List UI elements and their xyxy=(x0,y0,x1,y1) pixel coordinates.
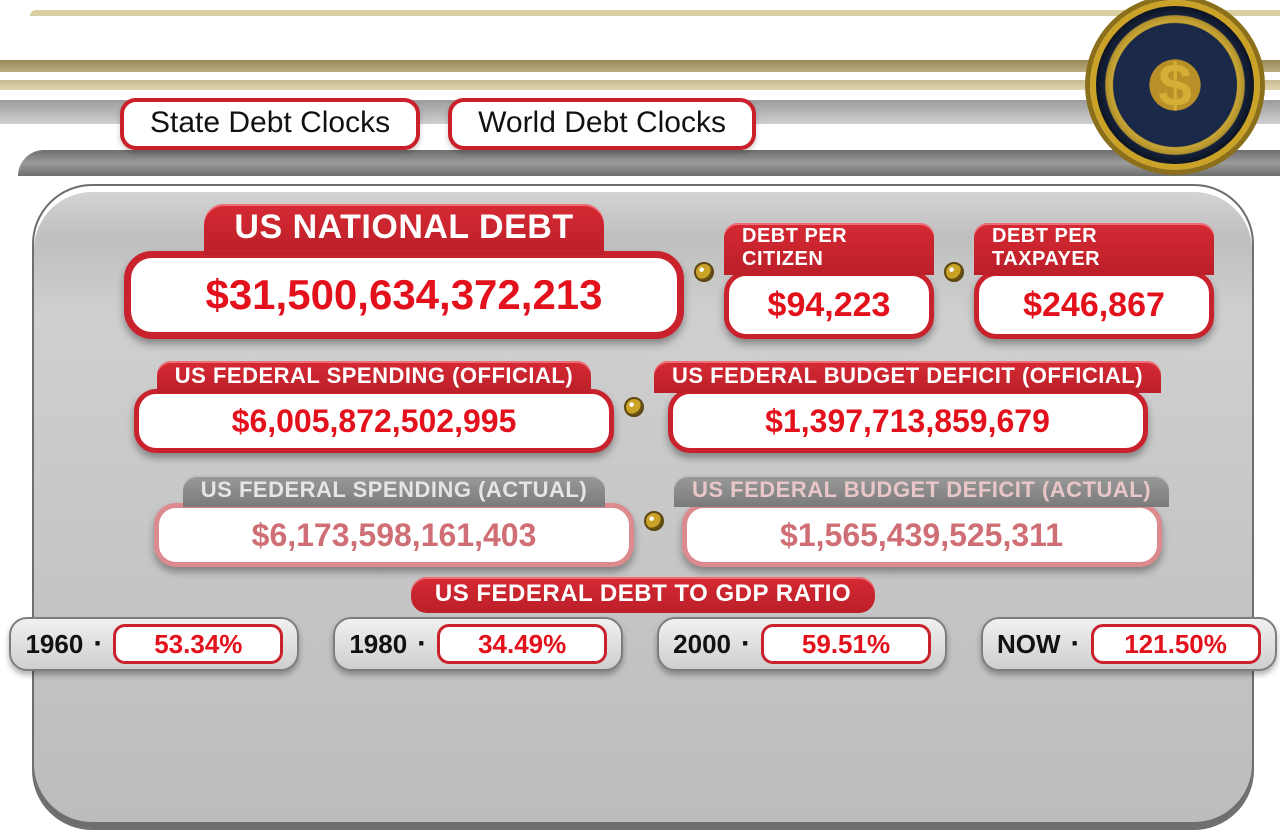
deficit-actual-group: US FEDERAL BUDGET DEFICIT (ACTUAL) $1,56… xyxy=(674,475,1169,567)
debt-per-taxpayer-title: DEBT PER TAXPAYER xyxy=(974,223,1214,275)
frame-band xyxy=(0,60,1280,72)
gdp-ratio-item: 1960· 53.34% xyxy=(9,617,299,671)
gdp-ratio-year: NOW xyxy=(997,629,1061,660)
debt-per-citizen-value[interactable]: $94,223 xyxy=(724,271,934,339)
debt-per-taxpayer-value[interactable]: $246,867 xyxy=(974,271,1214,339)
national-debt-group: US NATIONAL DEBT $31,500,634,372,213 xyxy=(124,204,684,339)
deficit-actual-title: US FEDERAL BUDGET DEFICIT (ACTUAL) xyxy=(674,475,1169,507)
frame-band xyxy=(18,150,1280,176)
frame-band xyxy=(0,80,1280,90)
gdp-ratio-value[interactable]: 53.34% xyxy=(113,624,283,664)
spending-actual-value[interactable]: $6,173,598,161,403 xyxy=(154,503,634,567)
spending-actual-group: US FEDERAL SPENDING (ACTUAL) $6,173,598,… xyxy=(154,475,634,567)
gdp-ratio-title: US FEDERAL DEBT TO GDP RATIO xyxy=(411,577,875,613)
main-panel: US NATIONAL DEBT $31,500,634,372,213 DEB… xyxy=(32,184,1254,830)
gdp-ratio-year: 2000 xyxy=(673,629,731,660)
spending-official-title: US FEDERAL SPENDING (OFFICIAL) xyxy=(157,361,591,393)
spending-official-group: US FEDERAL SPENDING (OFFICIAL) $6,005,87… xyxy=(134,361,614,453)
frame-band xyxy=(30,10,1280,16)
connector-dot-icon xyxy=(624,397,644,417)
deficit-official-value[interactable]: $1,397,713,859,679 xyxy=(668,389,1148,453)
spending-actual-title: US FEDERAL SPENDING (ACTUAL) xyxy=(183,475,605,507)
gdp-ratio-value[interactable]: 59.51% xyxy=(761,624,931,664)
gdp-ratio-value[interactable]: 121.50% xyxy=(1091,624,1261,664)
tab-world-debt[interactable]: World Debt Clocks xyxy=(448,98,756,150)
tab-state-debt[interactable]: State Debt Clocks xyxy=(120,98,420,150)
tab-bar: State Debt Clocks World Debt Clocks xyxy=(120,98,756,150)
gdp-ratio-year: 1960 xyxy=(25,629,83,660)
deficit-official-group: US FEDERAL BUDGET DEFICIT (OFFICIAL) $1,… xyxy=(654,361,1161,453)
gdp-ratio-value[interactable]: 34.49% xyxy=(437,624,607,664)
seal-icon: $ xyxy=(1090,0,1260,170)
debt-per-citizen-group: DEBT PER CITIZEN $94,223 xyxy=(724,223,934,339)
deficit-actual-value[interactable]: $1,565,439,525,311 xyxy=(682,503,1162,567)
deficit-official-title: US FEDERAL BUDGET DEFICIT (OFFICIAL) xyxy=(654,361,1161,393)
debt-per-citizen-title: DEBT PER CITIZEN xyxy=(724,223,934,275)
debt-per-taxpayer-group: DEBT PER TAXPAYER $246,867 xyxy=(974,223,1214,339)
gdp-ratio-year: 1980 xyxy=(349,629,407,660)
gdp-ratio-item: 2000· 59.51% xyxy=(657,617,947,671)
connector-dot-icon xyxy=(644,511,664,531)
spending-official-value[interactable]: $6,005,872,502,995 xyxy=(134,389,614,453)
gdp-ratio-item: 1980· 34.49% xyxy=(333,617,623,671)
gdp-ratio-strip: 1960· 53.34% 1980· 34.49% 2000· 59.51% N… xyxy=(74,617,1212,671)
national-debt-title: US NATIONAL DEBT xyxy=(204,204,603,255)
national-debt-value[interactable]: $31,500,634,372,213 xyxy=(124,251,684,339)
connector-dot-icon xyxy=(694,262,714,282)
gdp-ratio-item: NOW· 121.50% xyxy=(981,617,1277,671)
connector-dot-icon xyxy=(944,262,964,282)
